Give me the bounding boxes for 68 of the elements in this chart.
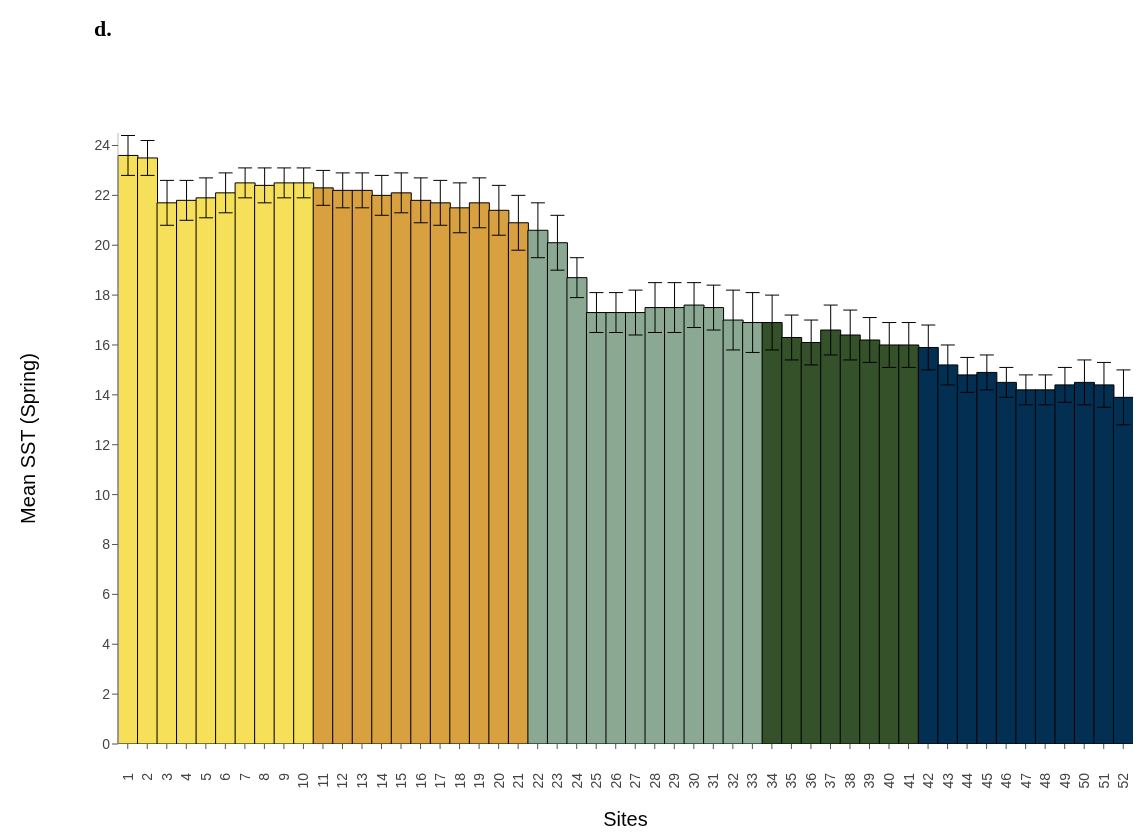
x-tick-label: 16 — [412, 772, 429, 789]
x-tick-label: 1 — [119, 772, 136, 781]
y-axis-title: Mean SST (Spring) — [17, 353, 39, 524]
x-tick-label: 6 — [217, 772, 234, 781]
x-tick-label: 39 — [861, 772, 878, 789]
x-tick-label: 23 — [549, 772, 566, 789]
x-tick-label: 9 — [275, 772, 292, 781]
x-tick-label: 44 — [959, 772, 976, 789]
x-tick-label: 24 — [568, 772, 585, 789]
x-tick-label: 8 — [256, 772, 273, 781]
x-tick-label: 14 — [373, 772, 390, 789]
x-tick-label: 32 — [724, 772, 741, 789]
x-tick-label: 3 — [158, 772, 175, 781]
x-tick-label: 10 — [295, 772, 312, 789]
x-axis-title: Sites — [603, 808, 648, 830]
x-tick-label: 42 — [920, 772, 937, 789]
y-tick-label: 2 — [102, 686, 111, 703]
x-tick-label: 25 — [588, 772, 605, 789]
x-tick-label: 12 — [334, 772, 351, 789]
x-tick-label: 11 — [314, 772, 331, 788]
x-tick-label: 5 — [197, 772, 214, 781]
y-tick-label: 22 — [94, 187, 111, 204]
y-tick-label: 14 — [94, 386, 111, 403]
x-tick-label: 30 — [685, 772, 702, 789]
x-tick-label: 20 — [490, 772, 507, 789]
x-tick-label: 52 — [1115, 772, 1132, 789]
x-tick-label: 34 — [763, 772, 780, 789]
x-tick-label: 13 — [353, 772, 370, 789]
y-tick-label: 24 — [94, 137, 111, 154]
x-tick-label: 15 — [393, 772, 410, 789]
x-tick-label: 29 — [666, 772, 683, 789]
y-tick-label: 10 — [94, 486, 111, 503]
x-tick-label: 50 — [1076, 772, 1093, 789]
x-tick-label: 47 — [1017, 772, 1034, 789]
x-tick-label: 33 — [744, 772, 761, 789]
x-tick-label: 46 — [998, 772, 1015, 789]
x-tick-label: 18 — [451, 772, 468, 789]
x-tick-label: 35 — [783, 772, 800, 789]
x-tick-label: 48 — [1037, 772, 1054, 789]
y-tick-label: 0 — [102, 735, 111, 752]
x-tick-label: 22 — [529, 772, 546, 789]
x-tick-label: 38 — [841, 772, 858, 789]
x-tick-label: 17 — [432, 772, 449, 789]
x-tick-label: 27 — [627, 772, 644, 789]
x-tick-label: 36 — [802, 772, 819, 789]
x-tick-label: 26 — [607, 772, 624, 789]
x-tick-label: 4 — [178, 772, 195, 781]
x-tick-label: 41 — [900, 772, 917, 789]
y-tick-label: 20 — [94, 237, 111, 254]
y-tick-label: 6 — [102, 586, 111, 603]
y-tick-label: 18 — [94, 287, 111, 304]
x-tick-label: 43 — [939, 772, 956, 789]
y-tick-label: 4 — [102, 636, 111, 653]
y-tick-label: 12 — [94, 436, 111, 453]
chart-title: d. — [94, 16, 112, 42]
x-tick-label: 28 — [646, 772, 663, 789]
y-tick-label: 16 — [94, 336, 111, 353]
y-tick-label: 8 — [102, 536, 111, 553]
x-tick-label: 31 — [705, 772, 722, 789]
x-tick-label: 21 — [510, 772, 527, 789]
x-tick-label: 45 — [978, 772, 995, 789]
x-tick-label: 49 — [1056, 772, 1073, 789]
x-tick-label: 19 — [471, 772, 488, 789]
x-tick-label: 7 — [236, 772, 253, 781]
x-tick-label: 37 — [822, 772, 839, 789]
x-tick-label: 2 — [139, 772, 156, 781]
x-tick-label: 40 — [881, 772, 898, 789]
x-tick-label: 51 — [1095, 772, 1112, 789]
